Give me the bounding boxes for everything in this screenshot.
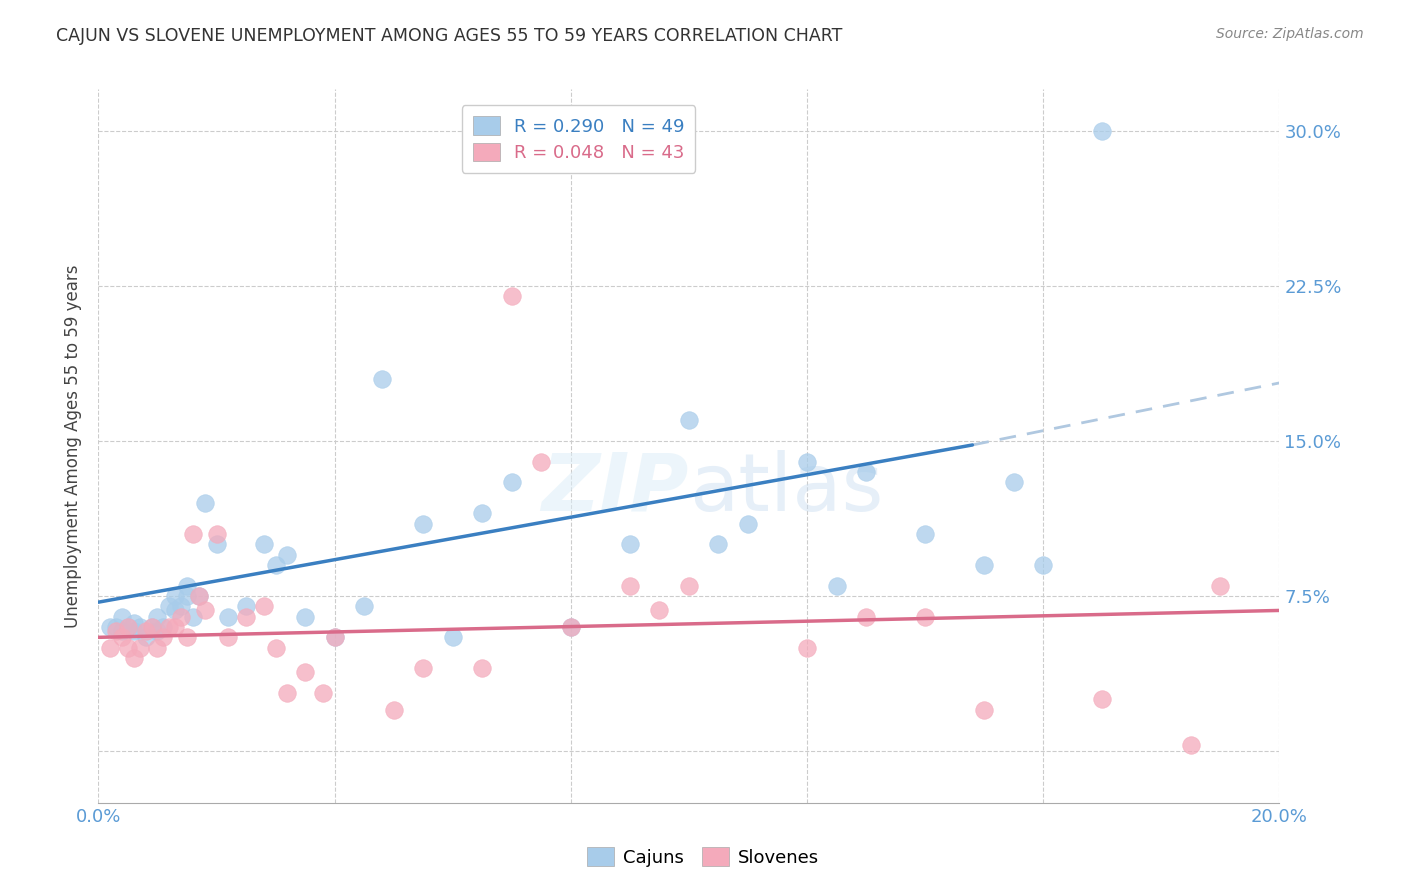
Point	[111, 624, 134, 639]
Point	[128, 620, 150, 634]
Point	[796, 640, 818, 655]
Point	[471, 506, 494, 520]
Point	[146, 624, 169, 639]
Point	[382, 703, 405, 717]
Point	[276, 686, 298, 700]
Point	[1180, 738, 1202, 752]
Text: atlas: atlas	[689, 450, 883, 528]
Point	[111, 630, 134, 644]
Point	[187, 589, 209, 603]
Point	[412, 516, 434, 531]
Legend: R = 0.290   N = 49, R = 0.048   N = 43: R = 0.290 N = 49, R = 0.048 N = 43	[461, 105, 696, 173]
Point	[264, 640, 287, 655]
Point	[205, 527, 228, 541]
Point	[152, 630, 174, 644]
Point	[122, 651, 145, 665]
Point	[530, 454, 553, 468]
Point	[122, 615, 145, 630]
Point	[98, 620, 121, 634]
Point	[914, 527, 936, 541]
Point	[914, 609, 936, 624]
Point	[371, 372, 394, 386]
Point	[648, 603, 671, 617]
Y-axis label: Unemployment Among Ages 55 to 59 years: Unemployment Among Ages 55 to 59 years	[65, 264, 83, 628]
Point	[560, 620, 582, 634]
Point	[170, 609, 193, 624]
Point	[235, 609, 257, 624]
Point	[312, 686, 335, 700]
Point	[170, 599, 193, 614]
Point	[141, 620, 163, 634]
Point	[122, 624, 145, 639]
Point	[146, 640, 169, 655]
Text: ZIP: ZIP	[541, 450, 689, 528]
Point	[264, 558, 287, 572]
Point	[117, 640, 139, 655]
Point	[501, 475, 523, 490]
Point	[146, 609, 169, 624]
Point	[619, 579, 641, 593]
Text: Source: ZipAtlas.com: Source: ZipAtlas.com	[1216, 27, 1364, 41]
Point	[253, 537, 276, 551]
Point	[105, 620, 128, 634]
Point	[973, 703, 995, 717]
Point	[323, 630, 346, 644]
Point	[165, 603, 187, 617]
Point	[1091, 692, 1114, 706]
Point	[152, 620, 174, 634]
Point	[619, 537, 641, 551]
Point	[294, 609, 316, 624]
Point	[707, 537, 730, 551]
Point	[796, 454, 818, 468]
Point	[235, 599, 257, 614]
Point	[141, 620, 163, 634]
Point	[294, 665, 316, 680]
Point	[157, 599, 180, 614]
Point	[187, 589, 209, 603]
Point	[111, 609, 134, 624]
Point	[1091, 123, 1114, 137]
Point	[825, 579, 848, 593]
Point	[181, 527, 204, 541]
Point	[157, 620, 180, 634]
Point	[471, 661, 494, 675]
Point	[105, 624, 128, 639]
Point	[194, 496, 217, 510]
Point	[165, 589, 187, 603]
Point	[678, 579, 700, 593]
Point	[678, 413, 700, 427]
Point	[176, 579, 198, 593]
Point	[353, 599, 375, 614]
Point	[217, 609, 239, 624]
Point	[737, 516, 759, 531]
Point	[501, 289, 523, 303]
Point	[276, 548, 298, 562]
Point	[135, 630, 157, 644]
Point	[128, 640, 150, 655]
Point	[176, 589, 198, 603]
Point	[117, 620, 139, 634]
Point	[194, 603, 217, 617]
Point	[1002, 475, 1025, 490]
Point	[98, 640, 121, 655]
Point	[165, 620, 187, 634]
Point	[1209, 579, 1232, 593]
Point	[253, 599, 276, 614]
Point	[412, 661, 434, 675]
Point	[217, 630, 239, 644]
Point	[323, 630, 346, 644]
Point	[117, 620, 139, 634]
Point	[973, 558, 995, 572]
Point	[1032, 558, 1054, 572]
Point	[205, 537, 228, 551]
Point	[176, 630, 198, 644]
Point	[181, 609, 204, 624]
Point	[441, 630, 464, 644]
Point	[855, 465, 877, 479]
Legend: Cajuns, Slovenes: Cajuns, Slovenes	[579, 840, 827, 874]
Text: CAJUN VS SLOVENE UNEMPLOYMENT AMONG AGES 55 TO 59 YEARS CORRELATION CHART: CAJUN VS SLOVENE UNEMPLOYMENT AMONG AGES…	[56, 27, 842, 45]
Point	[135, 624, 157, 639]
Point	[855, 609, 877, 624]
Point	[560, 620, 582, 634]
